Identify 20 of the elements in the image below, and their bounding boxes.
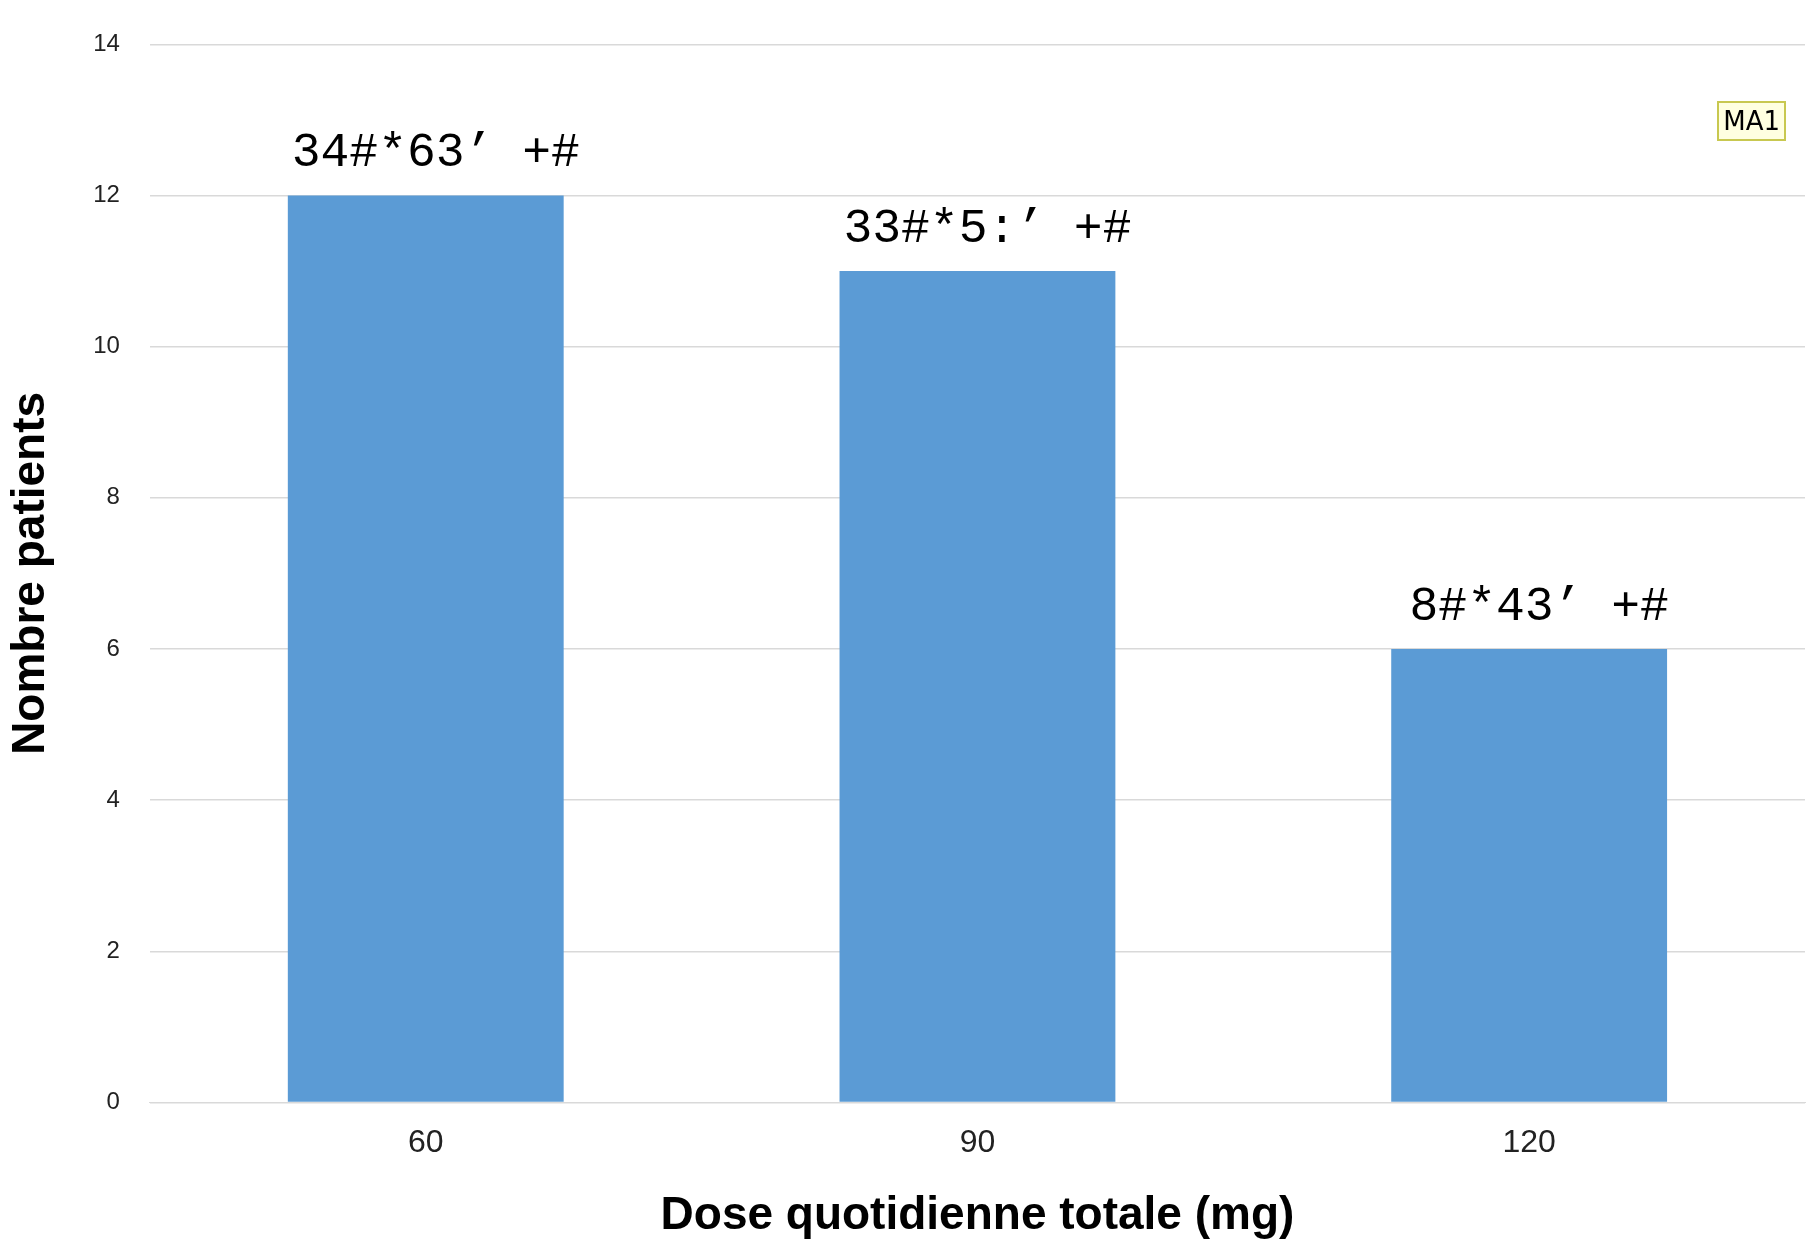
y-tick-label: 4	[106, 784, 120, 812]
y-tick-label: 6	[106, 633, 120, 661]
annotation: 34#*63’ +#	[291, 126, 580, 181]
bar	[1391, 648, 1668, 1102]
annotation: 33#*5:’ +#	[843, 201, 1132, 256]
bar	[839, 271, 1116, 1102]
y-tick-label: 10	[93, 331, 120, 359]
y-tick-label: 12	[93, 180, 120, 208]
x-tick-label: 90	[959, 1123, 996, 1160]
annotation: MA1	[1717, 101, 1786, 141]
y-tick-label: 8	[106, 482, 120, 510]
x-tick-label: 60	[407, 1123, 444, 1160]
y-tick-label: 0	[106, 1087, 120, 1115]
x-tick-label: 120	[1502, 1123, 1556, 1160]
x-axis-title: Dose quotidienne totale (mg)	[660, 1187, 1295, 1240]
annotation: 8#*43’ +#	[1409, 579, 1669, 634]
y-tick-label: 14	[93, 29, 120, 57]
y-tick-label: 2	[106, 935, 120, 963]
bar	[287, 195, 564, 1102]
y-axis-title: Nombre patients	[2, 391, 55, 755]
